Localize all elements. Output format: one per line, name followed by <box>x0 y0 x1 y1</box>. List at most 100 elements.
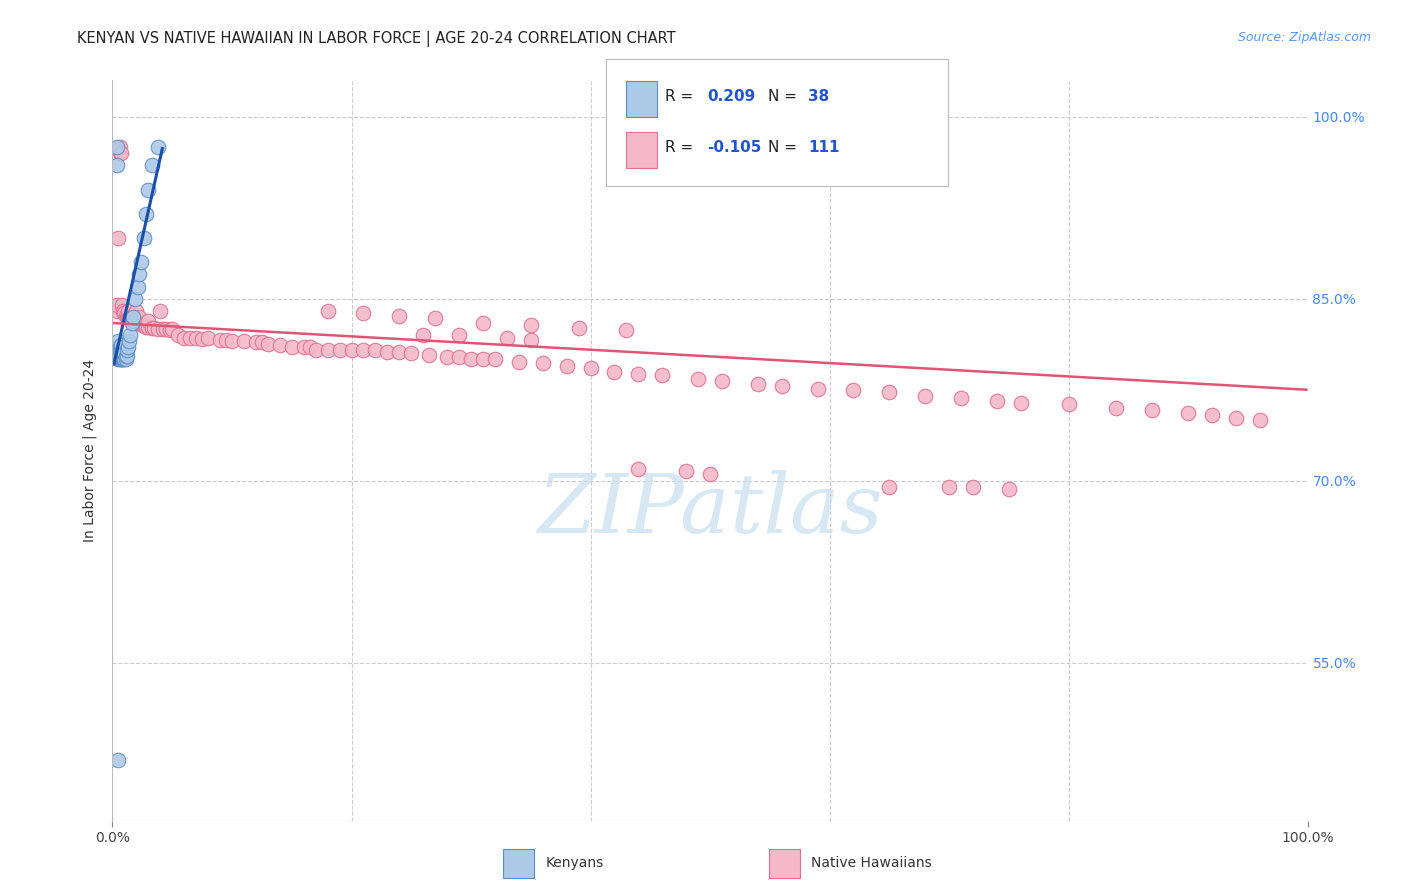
Point <box>141 158 163 172</box>
Point <box>298 340 321 354</box>
Point <box>250 335 273 350</box>
Point <box>108 340 131 354</box>
Point <box>221 334 243 349</box>
Text: 38: 38 <box>808 89 830 104</box>
Point <box>179 330 201 344</box>
Point <box>1010 396 1032 410</box>
Point <box>627 367 650 381</box>
Point <box>105 140 128 154</box>
Point <box>879 480 901 494</box>
Point <box>121 312 143 326</box>
Point <box>112 350 135 364</box>
Point <box>117 340 139 354</box>
Point <box>155 322 177 336</box>
Point <box>114 349 136 363</box>
Text: -0.105: -0.105 <box>707 139 762 154</box>
Point <box>460 352 482 367</box>
Point <box>807 382 830 396</box>
Point <box>152 322 174 336</box>
Point <box>316 343 339 357</box>
Point <box>115 343 138 357</box>
Point <box>124 315 146 329</box>
Point <box>1225 410 1247 425</box>
Point <box>107 231 129 245</box>
Point <box>292 340 315 354</box>
Point <box>1105 401 1128 415</box>
Point <box>950 391 973 405</box>
Point <box>108 352 131 367</box>
Point <box>531 356 554 370</box>
Point <box>484 352 506 367</box>
Text: Source: ZipAtlas.com: Source: ZipAtlas.com <box>1237 31 1371 45</box>
Point <box>186 330 208 344</box>
Point <box>1177 406 1199 420</box>
Point <box>1057 397 1080 411</box>
Point <box>111 343 134 357</box>
Text: Native Hawaiians: Native Hawaiians <box>811 856 932 871</box>
Text: R =: R = <box>665 89 699 104</box>
Point <box>117 304 139 318</box>
Point <box>128 316 150 330</box>
Point <box>114 309 136 323</box>
Point <box>105 158 128 172</box>
Point <box>568 321 591 335</box>
Point <box>1249 413 1271 427</box>
Point <box>107 334 129 349</box>
Point <box>1201 409 1223 423</box>
Point <box>747 376 769 391</box>
Point <box>120 328 142 343</box>
Point <box>146 140 169 154</box>
Point <box>842 383 865 397</box>
Point <box>111 298 134 312</box>
Point <box>131 318 153 333</box>
Point <box>603 365 626 379</box>
Text: N =: N = <box>768 139 801 154</box>
Text: Kenyans: Kenyans <box>546 856 603 871</box>
Point <box>112 352 135 367</box>
Text: KENYAN VS NATIVE HAWAIIAN IN LABOR FORCE | AGE 20-24 CORRELATION CHART: KENYAN VS NATIVE HAWAIIAN IN LABOR FORCE… <box>77 31 676 47</box>
Text: 0.209: 0.209 <box>707 89 755 104</box>
Point <box>998 483 1021 497</box>
Point <box>138 182 160 196</box>
Point <box>108 146 131 161</box>
Point <box>938 480 960 494</box>
Point <box>711 374 734 388</box>
Point <box>112 340 135 354</box>
Text: N =: N = <box>768 89 801 104</box>
Point <box>111 350 134 364</box>
Point <box>418 348 440 362</box>
Point <box>245 335 267 350</box>
Point <box>118 311 141 326</box>
Point <box>128 268 150 282</box>
Point <box>107 753 129 767</box>
Point <box>112 304 135 318</box>
Point <box>508 355 530 369</box>
Point <box>141 321 163 335</box>
Point <box>879 385 901 400</box>
Point <box>108 343 131 357</box>
Point <box>472 316 495 330</box>
Point <box>579 360 602 375</box>
Point <box>209 333 232 347</box>
Point <box>352 306 374 320</box>
Point <box>257 336 280 351</box>
Point <box>436 350 458 364</box>
Point <box>388 345 411 359</box>
Point <box>1142 403 1164 417</box>
Point <box>107 352 129 367</box>
Point <box>675 464 697 478</box>
Point <box>520 333 543 347</box>
Point <box>125 304 148 318</box>
Point <box>167 328 190 343</box>
Point <box>352 343 374 357</box>
Point <box>118 334 141 349</box>
Point <box>114 346 135 360</box>
Point <box>117 310 139 324</box>
Point <box>162 322 183 336</box>
Point <box>388 309 411 323</box>
Point <box>191 332 214 346</box>
Point <box>149 304 172 318</box>
Point <box>520 318 543 333</box>
Point <box>115 349 138 363</box>
Point <box>111 352 134 367</box>
